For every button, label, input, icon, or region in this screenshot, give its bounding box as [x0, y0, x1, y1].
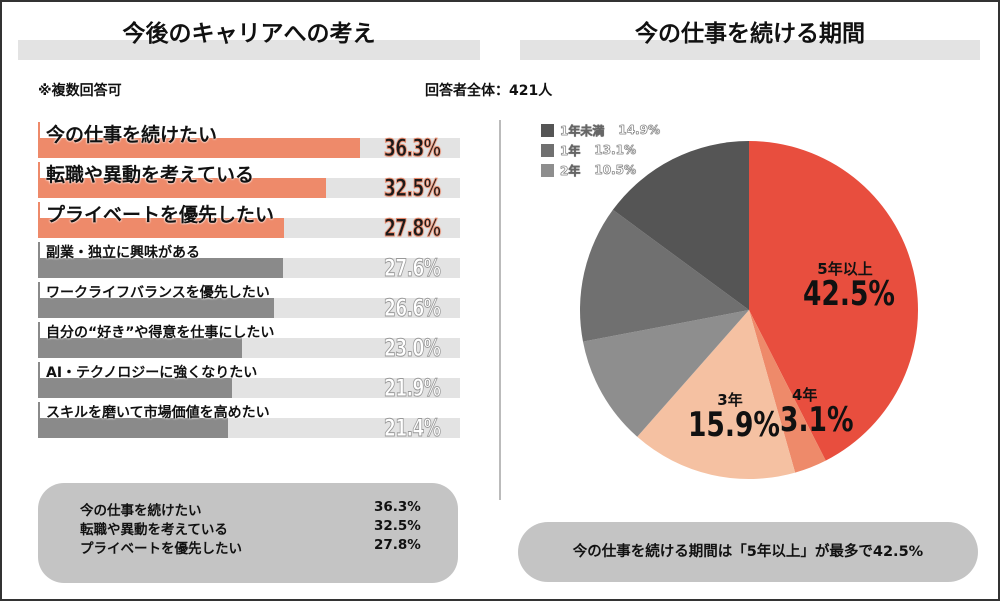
bar-row: 副業・独立に興味がある 27.6% [38, 242, 460, 283]
bar-track [38, 178, 460, 198]
bar-track [38, 338, 460, 358]
pie-slice [612, 141, 749, 310]
slice-name: 5年以上 [817, 260, 873, 278]
pie-slice [582, 310, 749, 437]
bar-label: 今の仕事を続けたい [46, 124, 218, 146]
summary-row: プライベートを優先したい 27.8% [80, 537, 458, 557]
right-title-bar [520, 40, 980, 60]
pie-slice [749, 310, 826, 473]
respondent-count: 回答者全体：421人 [425, 83, 553, 99]
pie-label-3y: 3年 15.9% [675, 391, 785, 445]
bar-row: AI・テクノロジーに強くなりたい 21.9% [38, 362, 460, 403]
bar-marker [38, 162, 40, 198]
legend-name: 1年未満 [560, 123, 605, 138]
bar-row: 今の仕事を続けたい 36.3% [38, 122, 460, 163]
summary-label: 転職や異動を考えている [80, 522, 228, 538]
bar-label: 自分の“好き”や得意を仕事にしたい [46, 325, 275, 341]
right-title: 今の仕事を続ける期間 [635, 21, 865, 47]
bar-row: プライベートを優先したい 27.8% [38, 202, 460, 243]
pie-label-4y: 4年 3.1% [780, 386, 860, 440]
legend-item: 2年 10.5% [541, 160, 660, 180]
legend-name: 2年 [560, 163, 581, 178]
legend-value: 10.5% [594, 163, 636, 178]
summary-label: 今の仕事を続けたい [80, 503, 202, 519]
legend-name: 1年 [560, 143, 581, 158]
bar-track [38, 378, 460, 398]
slice-name: 4年 [792, 386, 818, 404]
bar-label: ワークライフバランスを優先したい [46, 285, 270, 301]
bar [38, 378, 233, 398]
bar-marker [38, 362, 40, 398]
bar-label: プライベートを優先したい [46, 204, 275, 226]
bar-value-label: 36.3% [383, 134, 441, 163]
bar-marker [38, 122, 40, 158]
bar-value-label: 27.8% [383, 214, 441, 243]
pie-slice [749, 141, 918, 461]
slice-value: 15.9% [687, 405, 780, 445]
bar-marker [38, 282, 40, 318]
pie-legend: 1年未満 14.9% 1年 13.1% 2年 10.5% [541, 120, 660, 180]
divider [499, 120, 501, 500]
bar [38, 418, 228, 438]
bar-value-label: 26.6% [383, 294, 441, 323]
slice-value: 42.5% [802, 274, 895, 314]
bar-track [38, 298, 460, 318]
bar-track [38, 218, 460, 238]
bar-row: 転職や異動を考えている 32.5% [38, 162, 460, 203]
summary-row: 今の仕事を続けたい 36.3% [80, 499, 458, 519]
bar [38, 178, 327, 198]
bar-value-label: 21.4% [383, 414, 441, 443]
bar-value-label: 27.6% [383, 254, 441, 283]
bar-track [38, 258, 460, 278]
bar [38, 298, 274, 318]
legend-swatch [541, 143, 554, 157]
bar-marker [38, 202, 40, 238]
bar-value-label: 23.0% [383, 334, 441, 363]
multiple-answer-note: ※複数回答可 [38, 83, 122, 99]
pie-label-5y: 5年以上 42.5% [790, 260, 900, 314]
legend-swatch [541, 163, 554, 177]
bar [38, 138, 360, 158]
slice-name: 3年 [717, 391, 743, 409]
bar-label: AI・テクノロジーに強くなりたい [46, 365, 258, 381]
bar-label: 副業・独立に興味がある [46, 245, 200, 261]
bar-track [38, 138, 460, 158]
bar-row: 自分の“好き”や得意を仕事にしたい 23.0% [38, 322, 460, 363]
bar [38, 258, 283, 278]
bar-label: スキルを磨いて市場価値を高めたい [46, 405, 270, 421]
legend-value: 13.1% [594, 143, 636, 158]
slice-value: 3.1% [780, 400, 854, 440]
bar-row: スキルを磨いて市場価値を高めたい 21.4% [38, 402, 460, 443]
legend-swatch [541, 123, 554, 137]
summary-value: 27.8% [374, 537, 421, 553]
summary-label: プライベートを優先したい [80, 541, 242, 557]
legend-item: 1年 13.1% [541, 140, 660, 160]
summary-box: 今の仕事を続けたい 36.3% 転職や異動を考えている 32.5% プライベートを優… [38, 483, 458, 583]
left-title: 今後のキャリアへの考え [122, 21, 376, 47]
bar-marker [38, 242, 40, 278]
bar [38, 218, 285, 238]
bar-marker [38, 402, 40, 438]
summary-row: 転職や異動を考えている 32.5% [80, 518, 458, 538]
pie-slice [637, 310, 796, 479]
legend-item: 1年未満 14.9% [541, 120, 660, 140]
bar-marker [38, 322, 40, 358]
bar [38, 338, 242, 358]
bar-value-label: 21.9% [383, 374, 441, 403]
summary-value: 32.5% [374, 518, 421, 534]
bar-row: ワークライフバランスを優先したい 26.6% [38, 282, 460, 323]
legend-value: 14.9% [618, 123, 660, 138]
left-title-bar [18, 40, 480, 60]
bar-label: 転職や異動を考えている [46, 164, 255, 186]
bar-value-label: 32.5% [383, 174, 441, 203]
summary-value: 36.3% [374, 499, 421, 515]
bar-track [38, 418, 460, 438]
pie-slice [579, 209, 749, 342]
conclusion-box: 今の仕事を続ける期間は「5年以上」が最多で42.5% [518, 522, 978, 582]
